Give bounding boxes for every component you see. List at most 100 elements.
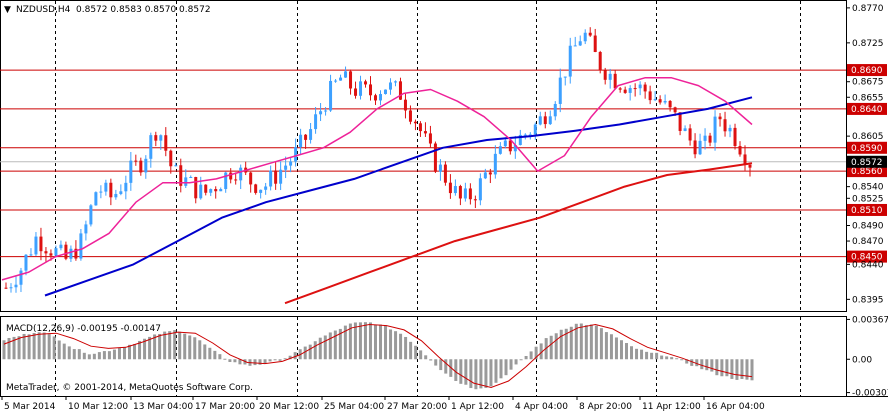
macd-histogram-bar [620,340,623,359]
macd-histogram-bar [364,322,367,359]
macd-histogram-bar [269,359,272,361]
macd-histogram-bar [409,342,412,359]
candle-bear [304,135,307,140]
macd-histogram-bar [489,359,492,386]
macd-histogram-bar [505,359,508,375]
macd-histogram-bar [233,359,236,362]
macd-histogram-bar [730,359,733,379]
candle-bear [164,135,167,150]
price-tick-label: 0.8770 [852,4,884,14]
macd-histogram-bar [334,331,337,360]
candle-bull [144,159,147,173]
candle-bear [364,81,367,84]
candle-bull [259,190,262,193]
candle-bear [154,135,157,141]
candle-bull [99,192,102,193]
candle-bull [294,147,297,161]
candle-bull [704,136,707,141]
candle-bear [419,123,422,131]
copyright-text: MetaTrader, © 2001-2014, MetaQuotes Soft… [6,383,253,393]
candle-bull [714,117,717,143]
macd-histogram-bar [419,350,422,359]
macd-histogram-bar [68,346,71,359]
candle-bull [504,141,507,147]
price-tick-label: 0.8605 [852,132,884,142]
candle-bear [134,161,137,162]
macd-histogram-bar [23,334,26,359]
candle-bear [274,171,277,184]
time-tick-label: 27 Mar 20:00 [387,402,447,412]
macd-histogram-bar [218,354,221,359]
macd-histogram-bar [625,343,628,359]
candle-bear [674,107,677,112]
candle-bear [734,128,737,146]
symbol-title: NZDUSD,H4 [16,5,71,15]
macd-histogram-bar [705,359,708,370]
macd-histogram-bar [118,348,121,359]
candle-bear [749,165,752,168]
candle-bull [454,186,457,193]
candle-bull [479,178,482,200]
macd-histogram-bar [525,356,528,359]
sma-red-line [285,163,752,303]
level-price-label: 0.8510 [851,206,883,216]
candle-bear [719,117,722,120]
macd-histogram-bar [389,329,392,359]
candle-bull [534,124,537,134]
macd-histogram-bar [8,338,11,359]
candle-bull [664,101,667,103]
sma-magenta-line [2,78,752,280]
candle-bull [9,287,12,288]
candle-bear [544,116,547,124]
macd-histogram-bar [680,359,683,360]
macd-tick-label: 0.00 [852,355,872,365]
grid-lines [56,1,801,396]
price-tick-label: 0.8490 [852,222,884,232]
macd-histogram-bar [369,322,372,359]
price-tick-label: 0.8395 [852,295,884,305]
macd-histogram-bar [28,334,31,359]
candle-bull [484,172,487,178]
time-tick-label: 11 Apr 12:00 [642,402,701,412]
macd-histogram-bar [650,353,653,359]
candle-bull [564,77,567,78]
macd-histogram-bar [58,341,61,360]
macd-histogram-bar [103,351,106,359]
candle-bear [39,237,42,252]
level-price-label: 0.8690 [851,66,883,76]
candle-bull [264,186,267,189]
candle-bull [219,189,222,191]
macd-histogram-bar [494,359,497,383]
candle-bull [84,224,87,233]
price-axis: 0.87700.87250.86750.86550.86050.85400.85… [846,4,884,305]
horizontal-levels[interactable]: 0.86900.86400.85900.85600.85100.84500.85… [0,64,887,263]
candle-bull [104,183,107,192]
macd-histogram-bar [73,349,76,359]
candle-bear [139,161,142,173]
symbol-arrow-icon[interactable]: ▼ [4,5,11,15]
macd-histogram-bar [158,334,161,359]
candle-bear [659,99,662,102]
candle-bull [439,165,442,172]
macd-histogram-bar [660,356,663,360]
candle-bull [379,94,382,100]
sma-blue-line [45,97,752,295]
candle-bear [349,71,352,88]
macd-histogram-bar [178,332,181,359]
candle-bull [174,165,177,166]
macd-histogram-bar [484,359,487,388]
candle-bull [159,135,162,140]
candle-bear [444,165,447,183]
time-tick-label: 20 Mar 12:00 [259,402,319,412]
macd-histogram-bar [590,324,593,359]
candle-bear [249,173,252,185]
macd-histogram-bar [193,337,196,359]
candle-bull [114,194,117,197]
price-tick-label: 0.8655 [852,93,884,103]
price-tick-label: 0.8440 [852,260,884,270]
macd-histogram-bar [600,328,603,359]
candle-bear [469,188,472,199]
macd-histogram-bar [329,332,332,359]
